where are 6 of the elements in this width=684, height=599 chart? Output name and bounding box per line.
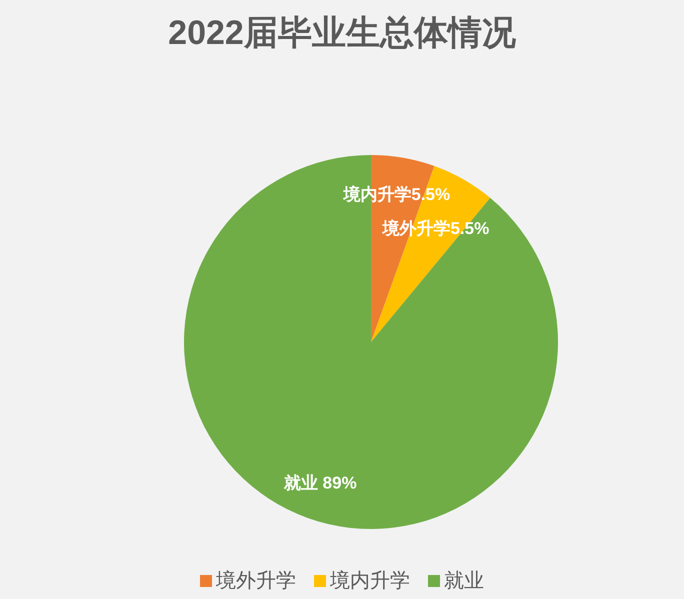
legend-label: 境内升学 (329, 569, 410, 594)
legend-label: 境外升学 (215, 569, 296, 594)
data-label: 就业 89% (282, 473, 357, 492)
pie-slice (184, 155, 558, 529)
legend-label: 就业 (443, 569, 484, 594)
chart-title: 2022届毕业生总体情况 (167, 13, 517, 54)
